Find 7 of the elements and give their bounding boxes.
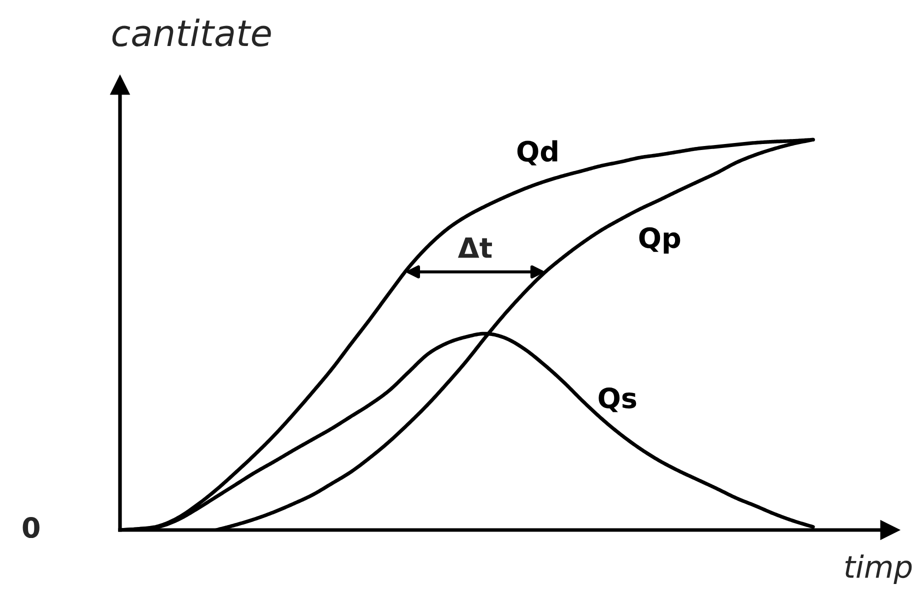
series-label: Qs bbox=[598, 387, 636, 412]
series-label: Qd bbox=[517, 140, 558, 166]
series-label: Qp bbox=[639, 227, 680, 254]
y-axis-title: cantitate bbox=[112, 18, 271, 47]
annotation: Δt bbox=[458, 238, 492, 258]
text: 0 bbox=[22, 517, 40, 538]
x-axis-title: timp bbox=[845, 554, 912, 584]
